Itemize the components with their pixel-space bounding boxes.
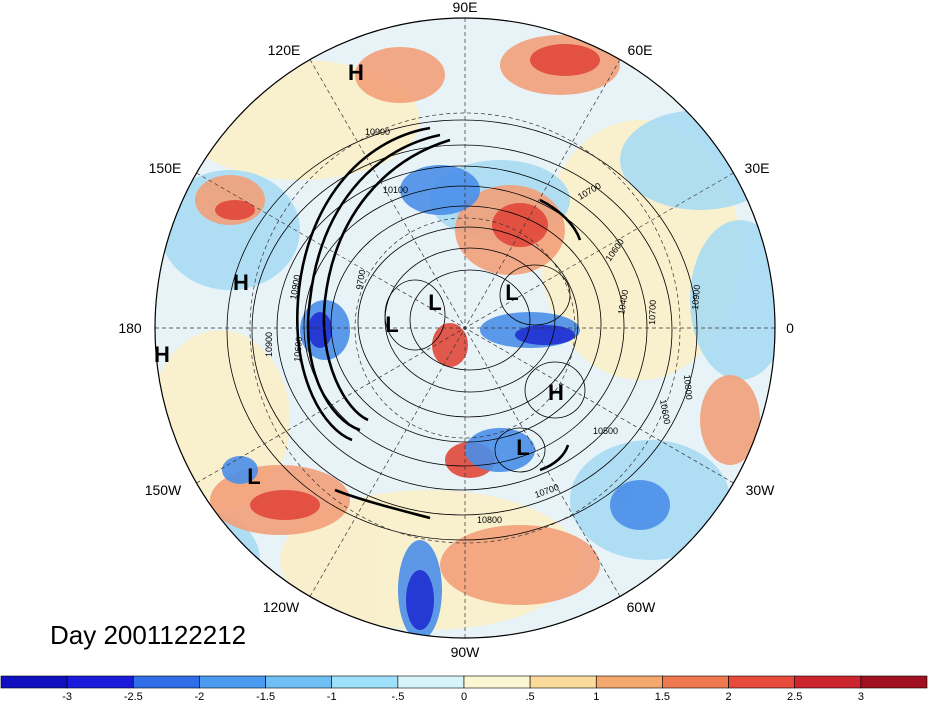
longitude-labels: 90E 60E 30E 0 30W 60W 90W 120W 150W 180 … [118, 0, 794, 660]
colorbar-tick-label: -3 [62, 691, 72, 702]
high-center-icon: H [348, 60, 364, 85]
contour-label: 10900 [264, 332, 274, 357]
lon-label-60e: 60E [628, 42, 653, 58]
colorbar-tick-label: 2.5 [787, 691, 802, 702]
contour-label: 10900 [690, 284, 702, 310]
colorbar-tick-label: 1 [593, 691, 599, 702]
contour-label: 10900 [365, 127, 390, 137]
lon-label-30w: 30W [746, 482, 776, 498]
low-center-icon: L [247, 464, 260, 489]
high-center-icon: H [548, 380, 564, 405]
low-center-icon: L [516, 435, 529, 460]
colorbar-swatch [728, 675, 795, 689]
colorbar-swatch [199, 675, 266, 689]
contour-label: 10900 [288, 274, 302, 300]
polar-map: 90E 60E 30E 0 30W 60W 90W 120W 150W 180 … [118, 0, 794, 660]
colorbar-tick-label: -1.5 [256, 691, 275, 702]
contour-label: 10700 [647, 300, 658, 325]
lon-label-120e: 120E [268, 42, 301, 58]
low-center-icon: L [385, 312, 398, 337]
low-center-icon: L [428, 290, 441, 315]
colorbar-tick-label: 1.5 [655, 691, 670, 702]
colorbar-swatch [794, 675, 862, 689]
colorbar-swatch [0, 675, 68, 689]
pressure-centers: H H H L L L H L L [154, 60, 564, 489]
colorbar-tick-label: 2 [726, 691, 732, 702]
high-center-icon: H [233, 270, 249, 295]
colorbar-tick-label: 3 [858, 691, 864, 702]
colorbar-tick-label: .5 [526, 691, 535, 702]
colorbar-tick-label: -2.5 [124, 691, 143, 702]
map-boundary [154, 17, 776, 639]
contour-label: 10800 [682, 374, 694, 400]
colorbar-swatch [133, 675, 200, 689]
contour-label: 10100 [383, 185, 408, 195]
contour-label: 10800 [477, 515, 502, 525]
colorbar-swatch [662, 675, 729, 689]
graticule [155, 18, 775, 638]
colorbar-swatch [860, 675, 928, 689]
contour-label: 10600 [658, 399, 672, 425]
colorbar-tick-label: 0 [461, 691, 467, 702]
colorbar-swatch [265, 675, 333, 689]
colorbar-swatch [529, 675, 597, 689]
lon-label-0: 0 [786, 320, 794, 336]
contour-label: 10500 [593, 426, 618, 436]
day-caption: Day 2001122212 [50, 620, 247, 650]
colorbar-swatch [331, 675, 399, 689]
colorbar-swatch [463, 675, 531, 689]
contour-label: 9700 [354, 269, 367, 290]
colorbar-tick-label: -2 [195, 691, 205, 702]
colorbar-swatch [66, 675, 134, 689]
contour-label: 10600 [292, 336, 304, 362]
contour-label: 10400 [616, 289, 630, 315]
lon-label-60w: 60W [627, 599, 657, 615]
lon-label-90w: 90W [451, 644, 481, 660]
colorbar-swatch [397, 675, 465, 689]
lon-label-150e: 150E [149, 160, 182, 176]
lon-label-180: 180 [118, 320, 142, 336]
lon-label-30e: 30E [745, 160, 770, 176]
low-center-icon: L [505, 280, 518, 305]
high-center-icon: H [154, 342, 170, 367]
lon-label-150w: 150W [145, 482, 182, 498]
lon-label-120w: 120W [263, 599, 300, 615]
lon-label-90e: 90E [453, 0, 478, 15]
colorbar: -3 -2.5 -2 -1.5 -1 -.5 0 .5 1 1.5 2 2.5 3 [0, 675, 928, 702]
colorbar-swatch [595, 675, 663, 689]
colorbar-tick-label: -.5 [391, 691, 404, 702]
colorbar-tick-label: -1 [327, 691, 337, 702]
